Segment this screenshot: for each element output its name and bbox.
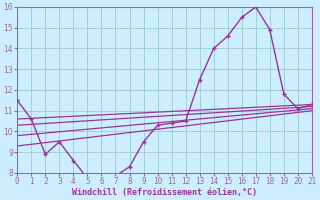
X-axis label: Windchill (Refroidissement éolien,°C): Windchill (Refroidissement éolien,°C)	[72, 188, 257, 197]
